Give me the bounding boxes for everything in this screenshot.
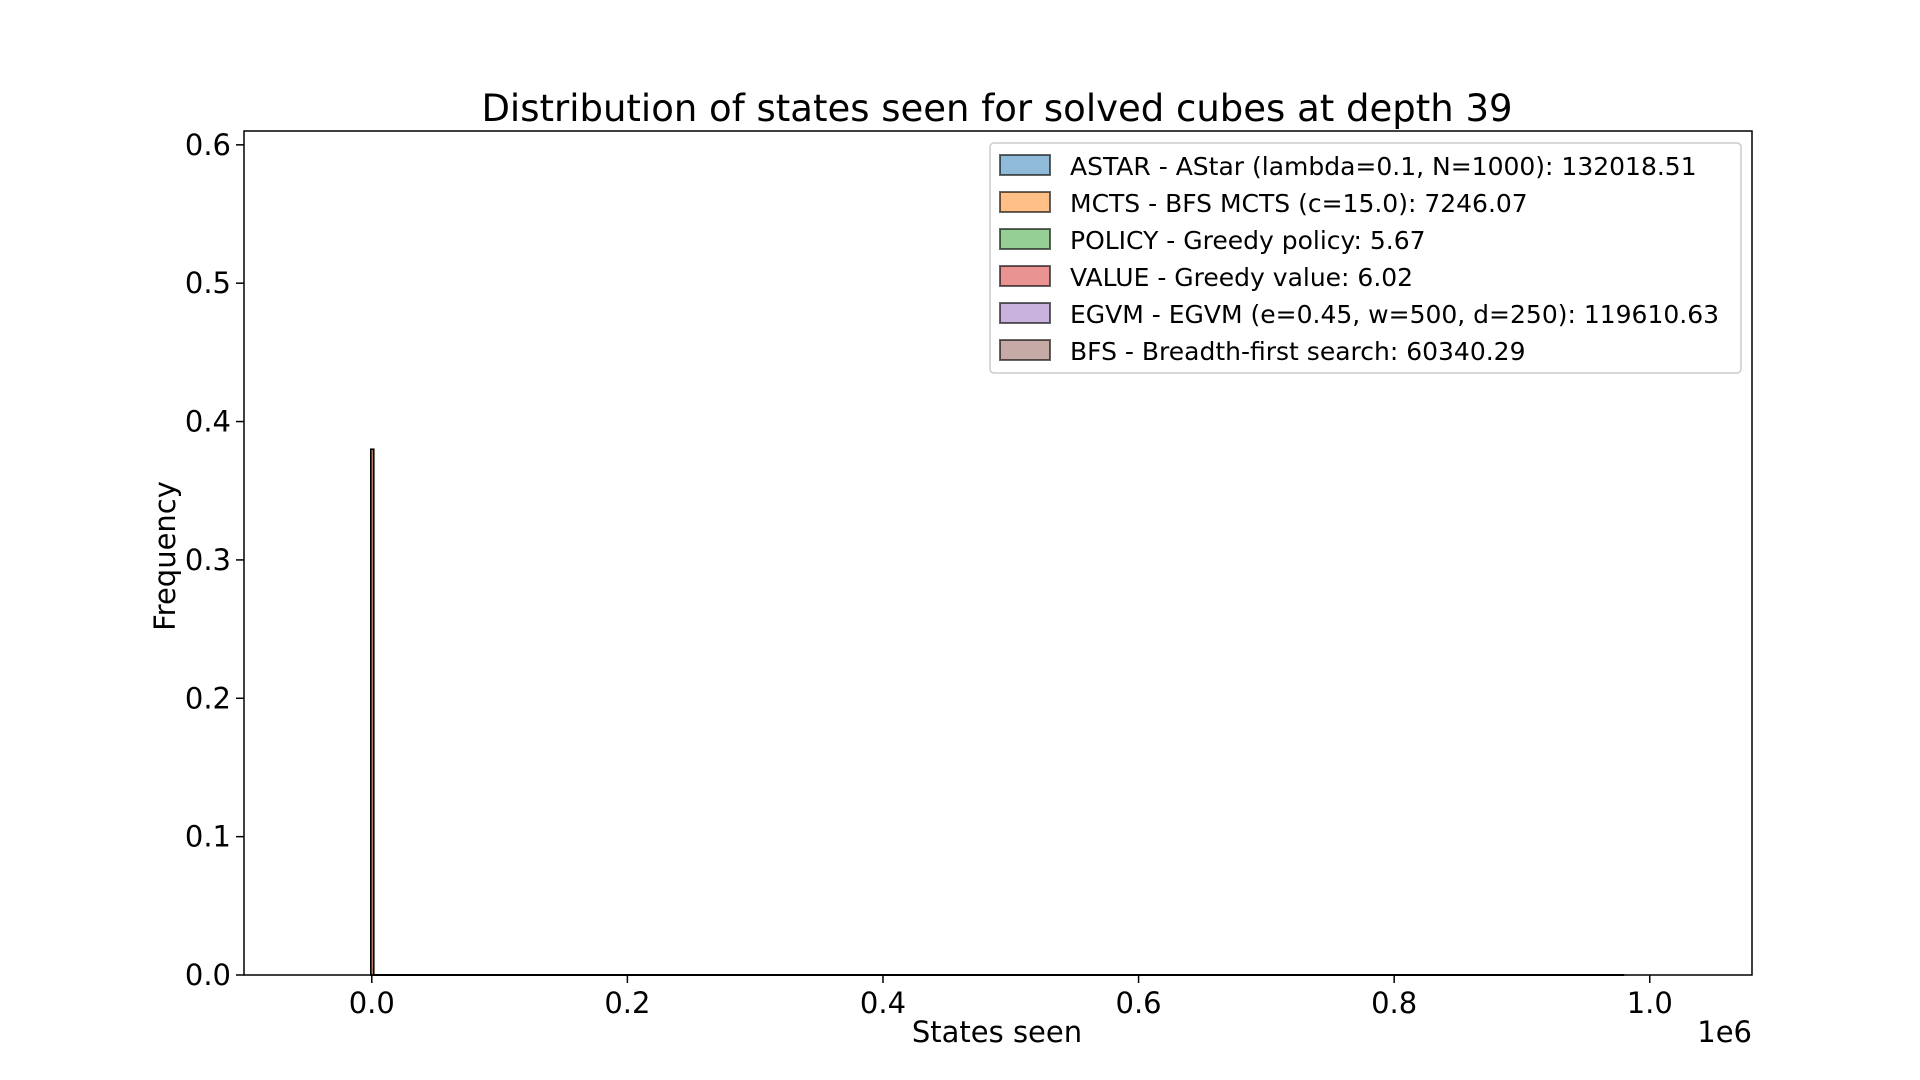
legend-swatch xyxy=(999,302,1051,324)
x-axis-offset-label: 1e6 xyxy=(1697,1015,1752,1049)
y-tick-label: 0.2 xyxy=(185,681,231,715)
x-tick-label: 0.6 xyxy=(1116,986,1162,1020)
legend-entry: MCTS - BFS MCTS (c=15.0): 7246.07 xyxy=(1070,189,1528,218)
chart-title: Distribution of states seen for solved c… xyxy=(481,87,1512,130)
axes-frame xyxy=(243,130,1753,976)
x-tick-label: 1.0 xyxy=(1627,986,1673,1020)
histogram-bar xyxy=(370,448,375,976)
x-tick-label: 0.8 xyxy=(1371,986,1417,1020)
axes: 0.0 0.2 0.4 0.6 0.8 1.0 0.0 0.1 0.2 0.3 0.4 0.5 0.6 xyxy=(185,128,1753,1020)
y-axis-label: Frequency xyxy=(148,481,182,631)
legend-entry: POLICY - Greedy policy: 5.67 xyxy=(1070,226,1426,255)
legend-entry: VALUE - Greedy value: 6.02 xyxy=(1070,263,1413,292)
x-tick-label: 0.4 xyxy=(860,986,906,1020)
y-tick-label: 0.6 xyxy=(185,128,231,162)
y-tick-label: 0.5 xyxy=(185,266,231,300)
x-tick-label: 0.2 xyxy=(604,986,650,1020)
y-tick-label: 0.1 xyxy=(185,820,231,854)
legend-swatch xyxy=(999,265,1051,287)
y-tick-label: 0.3 xyxy=(185,543,231,577)
y-tick-label: 0.0 xyxy=(185,958,231,992)
x-axis-label: States seen xyxy=(912,1015,1082,1049)
legend-swatch xyxy=(999,191,1051,213)
legend-swatch xyxy=(999,154,1051,176)
x-tick-label: 0.0 xyxy=(349,986,395,1020)
legend-swatch xyxy=(999,339,1051,361)
legend-entry: ASTAR - AStar (lambda=0.1, N=1000): 1320… xyxy=(1070,152,1697,181)
plot-area xyxy=(370,448,1625,976)
legend-swatch xyxy=(999,228,1051,250)
legend-box xyxy=(989,142,1742,374)
legend: ASTAR - AStar (lambda=0.1, N=1000): 1320… xyxy=(989,142,1742,374)
y-tick-label: 0.4 xyxy=(185,405,231,439)
legend-entry: EGVM - EGVM (e=0.45, w=500, d=250): 1196… xyxy=(1070,300,1719,329)
legend-entry: BFS - Breadth-first search: 60340.29 xyxy=(1070,337,1526,366)
